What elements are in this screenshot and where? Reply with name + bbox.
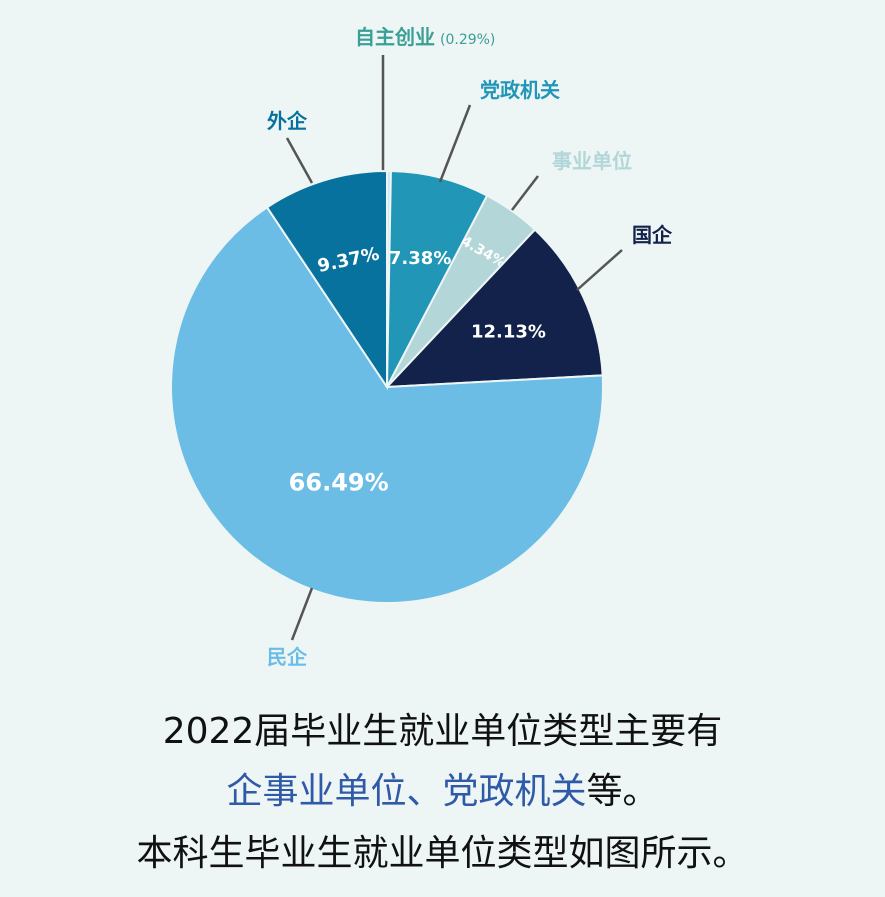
value-label: 12.13% [471, 322, 546, 343]
caption-line-2: 企事业单位、党政机关等。 [0, 762, 885, 814]
value-label: 66.49% [289, 469, 389, 497]
slice-label: 外企 [267, 109, 308, 133]
value-label: 7.38% [389, 248, 451, 269]
slice-label: 自主创业 [355, 25, 435, 49]
caption-highlight: 企事业单位、党政机关 [226, 771, 587, 812]
leader-line [438, 104, 472, 183]
slice-label: 党政机关 [480, 78, 560, 102]
leader-line [576, 249, 623, 291]
leader-line [285, 137, 314, 184]
caption-rest: 等。 [586, 771, 659, 812]
slice-label: 国企 [632, 223, 673, 247]
pie-slice [384, 228, 604, 389]
slice-label: 事业单位 [552, 149, 632, 173]
caption-line-3: 本科生毕业生就业单位类型如图所示。 [136, 833, 749, 874]
value-label: (0.29%) [440, 32, 495, 48]
pie-slice [265, 169, 388, 391]
pie-slice [170, 205, 604, 604]
caption-line-1: 2022届毕业生就业单位类型主要有 [162, 711, 723, 752]
slice-label: 民企 [267, 645, 308, 669]
leader-line [290, 587, 314, 641]
leader-line [511, 175, 539, 211]
